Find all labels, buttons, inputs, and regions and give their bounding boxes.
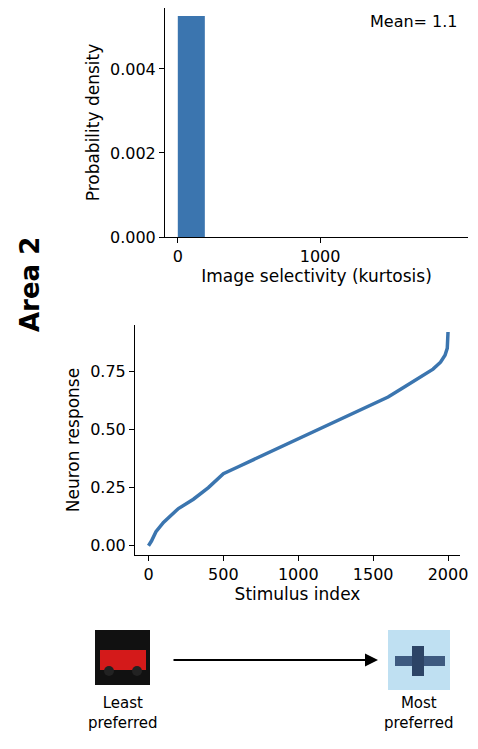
svg-text:0.75: 0.75 (90, 362, 126, 381)
svg-text:0.002: 0.002 (110, 144, 156, 163)
svg-text:1500: 1500 (353, 565, 394, 584)
svg-text:0: 0 (173, 247, 183, 266)
svg-text:Stimulus index: Stimulus index (235, 584, 361, 604)
svg-text:0: 0 (143, 565, 153, 584)
svg-text:0.25: 0.25 (90, 478, 126, 497)
svg-text:Neuron response: Neuron response (63, 368, 83, 512)
svg-text:0.00: 0.00 (90, 536, 126, 555)
svg-text:0.50: 0.50 (90, 420, 126, 439)
svg-text:Mean= 1.1: Mean= 1.1 (370, 12, 458, 31)
svg-text:Area 2: Area 2 (15, 237, 45, 332)
svg-text:Probability density: Probability density (83, 44, 103, 202)
svg-text:2000: 2000 (428, 565, 469, 584)
svg-text:1000: 1000 (300, 247, 341, 266)
svg-text:Leastpreferred: Leastpreferred (88, 694, 158, 732)
svg-text:0.004: 0.004 (110, 60, 156, 79)
svg-text:0.000: 0.000 (110, 228, 156, 247)
svg-text:500: 500 (208, 565, 239, 584)
svg-text:Image selectivity (kurtosis): Image selectivity (kurtosis) (201, 266, 432, 286)
svg-text:Mostpreferred: Mostpreferred (384, 694, 454, 732)
svg-text:1000: 1000 (278, 565, 319, 584)
